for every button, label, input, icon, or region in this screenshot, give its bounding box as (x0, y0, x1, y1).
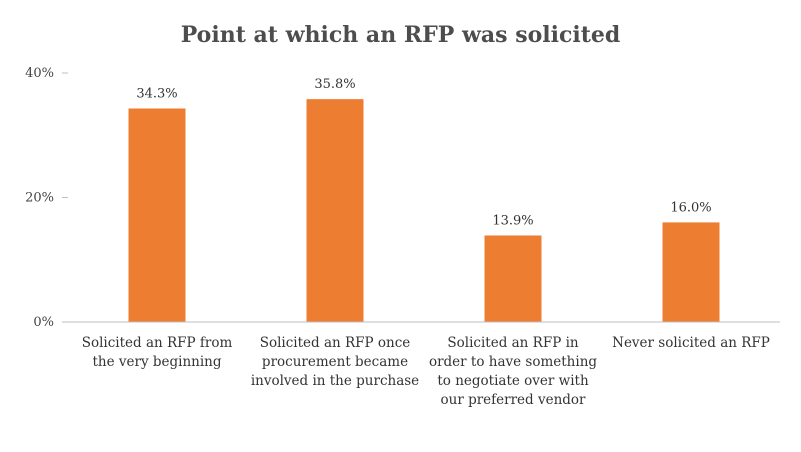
y-tick-label: 0% (33, 315, 54, 330)
x-tick-label: Solicited an RFP once procurement became… (250, 335, 420, 389)
data-label: 35.8% (314, 77, 355, 92)
data-label: 34.3% (136, 86, 177, 101)
data-labels: 34.3% 35.8% 13.9% 16.0% (136, 77, 711, 228)
bar (128, 108, 186, 322)
x-tick-label: Solicited an RFP in order to have someth… (428, 335, 598, 408)
bar (306, 99, 364, 323)
data-label: 13.9% (492, 213, 533, 228)
y-axis: 0% 20% 40% (25, 66, 68, 330)
bar (484, 235, 542, 322)
chart-title: Point at which an RFP was solicited (180, 22, 621, 48)
x-tick-label: Solicited an RFP from the very beginning (81, 335, 233, 370)
y-tick-label: 40% (25, 66, 54, 81)
bar (662, 222, 720, 322)
x-tick-label: Never solicited an RFP (612, 335, 770, 351)
data-label: 16.0% (670, 200, 711, 215)
y-tick-label: 20% (25, 191, 54, 206)
bars (128, 99, 720, 323)
